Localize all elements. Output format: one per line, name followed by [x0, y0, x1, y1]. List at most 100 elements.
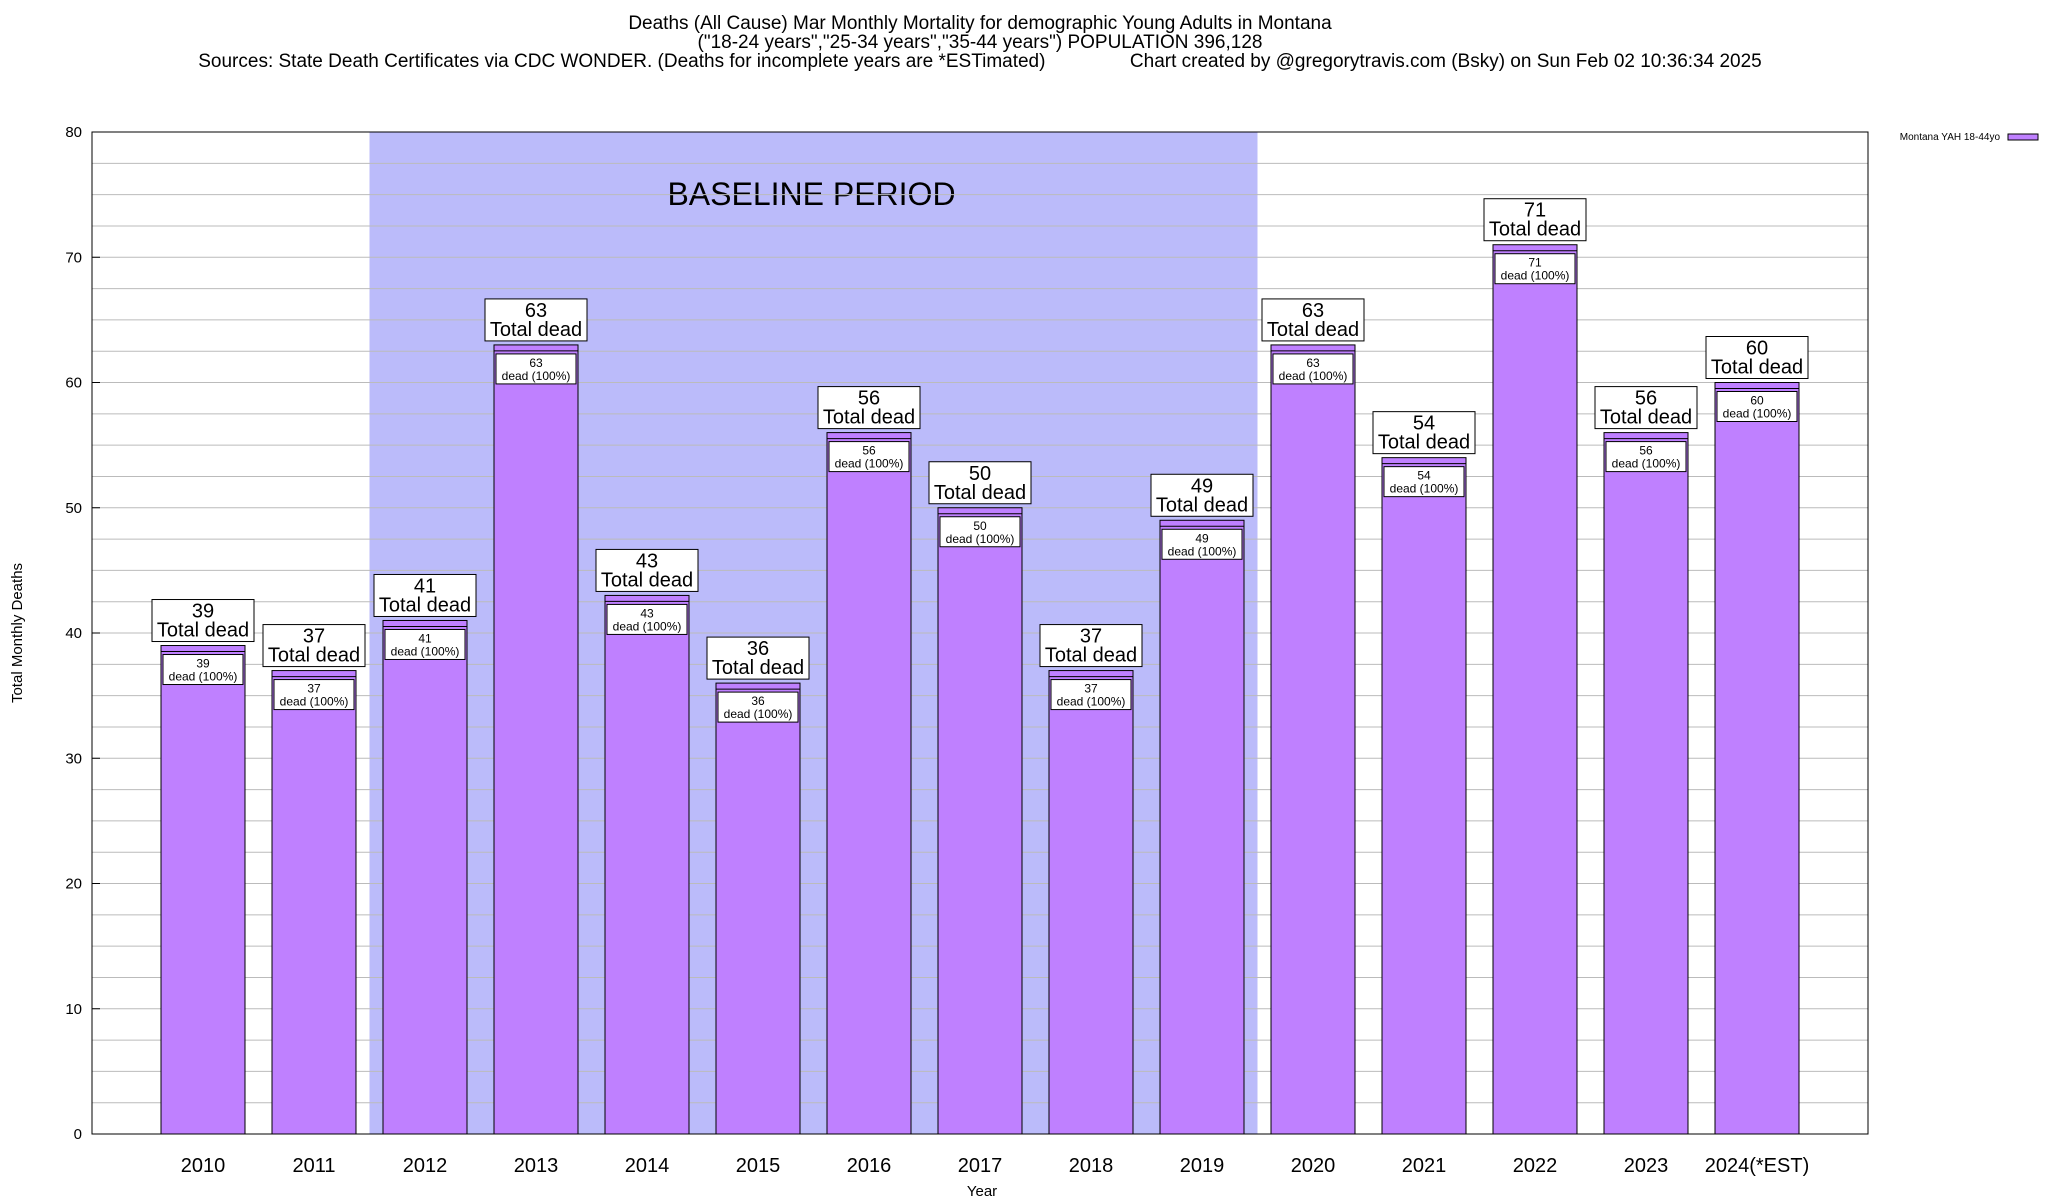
inner-label-value: 37 [307, 682, 321, 696]
inner-label-box [1272, 353, 1354, 385]
total-label-box [817, 386, 921, 430]
total-label-value: 63 [525, 300, 547, 322]
total-label-text: Total dead [823, 407, 915, 429]
bar [1270, 344, 1356, 1135]
total-label-box [595, 548, 699, 592]
x-tick-label: 2012 [403, 1155, 448, 1177]
y-axis-label: Total Monthly Deaths [9, 563, 26, 703]
total-label-box [1483, 198, 1587, 242]
x-tick-label: 2020 [1291, 1155, 1336, 1177]
bar [1048, 670, 1134, 1135]
inner-label-box [1161, 528, 1243, 560]
total-label-value: 54 [1413, 413, 1435, 435]
inner-label-text: dead (100%) [1279, 369, 1348, 383]
legend-label: Montana YAH 18-44yo [1900, 132, 2001, 143]
inner-label-text: dead (100%) [1390, 482, 1459, 496]
inner-label-value: 49 [1195, 531, 1209, 545]
inner-label-value: 54 [1417, 469, 1431, 483]
x-tick-label: 2024(*EST) [1705, 1155, 1810, 1177]
inner-label-box [495, 353, 577, 385]
bar [382, 619, 468, 1135]
inner-label-text: dead (100%) [724, 707, 793, 721]
x-tick-label: 2013 [514, 1155, 559, 1177]
total-label-value: 56 [858, 388, 880, 410]
total-label-value: 37 [303, 626, 325, 648]
x-axis-label: Year [967, 1183, 997, 1200]
inner-label-value: 63 [1306, 356, 1320, 370]
total-label-text: Total dead [1378, 432, 1470, 454]
inner-label-text: dead (100%) [1168, 544, 1237, 558]
inner-label-text: dead (100%) [835, 457, 904, 471]
bar [1381, 457, 1467, 1135]
total-label-box [1372, 411, 1476, 455]
inner-label-text: dead (100%) [502, 369, 571, 383]
bar [1159, 519, 1245, 1135]
total-label-text: Total dead [490, 319, 582, 341]
x-tick-label: 2016 [847, 1155, 892, 1177]
chart-title-line-3: Sources: State Death Certificates via CD… [198, 51, 1762, 72]
total-label-text: Total dead [268, 645, 360, 667]
total-label-value: 41 [414, 575, 436, 597]
chart-title-line-2: ("18-24 years","25-34 years","35-44 year… [697, 32, 1263, 53]
bar [715, 682, 801, 1135]
bar [1603, 432, 1689, 1135]
inner-label-box [1605, 441, 1687, 473]
total-label-value: 36 [747, 638, 769, 660]
bar [271, 670, 357, 1135]
total-label-text: Total dead [712, 657, 804, 679]
y-tick-label: 30 [65, 750, 82, 767]
x-tick-label: 2021 [1402, 1155, 1447, 1177]
inner-label-text: dead (100%) [1612, 457, 1681, 471]
y-tick-label: 0 [74, 1126, 82, 1143]
x-tick-label: 2010 [181, 1155, 226, 1177]
legend-swatch [2007, 133, 2039, 141]
inner-label-box [384, 628, 466, 660]
total-label-text: Total dead [379, 594, 471, 616]
y-tick-label: 80 [65, 124, 82, 141]
inner-label-box [1050, 679, 1132, 711]
bar [826, 432, 912, 1135]
y-tick-label: 10 [65, 1001, 82, 1018]
y-tick-label: 20 [65, 876, 82, 893]
inner-label-text: dead (100%) [946, 532, 1015, 546]
inner-label-box [939, 516, 1021, 548]
inner-label-value: 56 [1639, 444, 1653, 458]
total-label-text: Total dead [1489, 219, 1581, 241]
total-label-value: 56 [1635, 388, 1657, 410]
x-tick-label: 2022 [1513, 1155, 1558, 1177]
inner-label-text: dead (100%) [391, 644, 460, 658]
total-label-value: 37 [1080, 626, 1102, 648]
inner-label-text: dead (100%) [280, 695, 349, 709]
total-label-text: Total dead [1045, 645, 1137, 667]
inner-label-value: 63 [529, 356, 543, 370]
total-label-box [706, 636, 810, 680]
inner-label-value: 41 [418, 631, 432, 645]
inner-label-box [828, 441, 910, 473]
total-label-value: 63 [1302, 300, 1324, 322]
inner-label-box [1383, 466, 1465, 498]
total-label-box [1594, 386, 1698, 430]
total-label-box [1705, 336, 1809, 379]
total-label-box [928, 461, 1032, 505]
bar [1714, 382, 1800, 1135]
inner-label-box [1494, 253, 1576, 285]
x-tick-label: 2023 [1624, 1155, 1669, 1177]
plot-border [91, 131, 1869, 1135]
total-label-text: Total dead [1600, 407, 1692, 429]
total-label-box [1039, 624, 1143, 668]
inner-label-box [273, 679, 355, 711]
y-tick-label: 40 [65, 625, 82, 642]
bar [937, 507, 1023, 1135]
inner-label-box [162, 654, 244, 686]
x-tick-label: 2017 [958, 1155, 1003, 1177]
bar [160, 645, 246, 1135]
inner-label-value: 50 [973, 519, 987, 533]
inner-label-value: 43 [640, 606, 654, 620]
x-tick-label: 2015 [736, 1155, 781, 1177]
total-label-text: Total dead [934, 482, 1026, 504]
inner-label-text: dead (100%) [1057, 695, 1126, 709]
total-label-value: 50 [969, 463, 991, 485]
baseline-label: BASELINE PERIOD [667, 176, 955, 212]
x-tick-label: 2019 [1180, 1155, 1225, 1177]
total-label-box [151, 599, 255, 643]
